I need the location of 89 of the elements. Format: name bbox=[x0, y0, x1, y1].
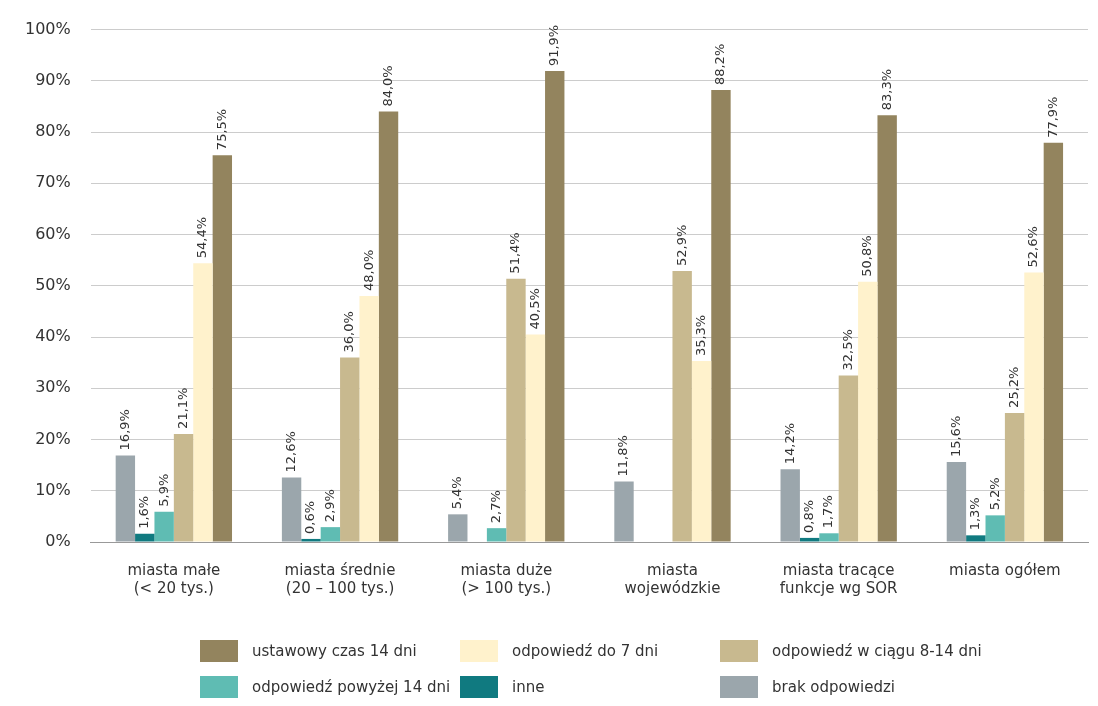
data-label: 32,5% bbox=[839, 329, 855, 371]
data-label: 75,5% bbox=[213, 108, 229, 151]
bar bbox=[173, 433, 194, 542]
data-label: 0,6% bbox=[302, 500, 318, 534]
bar bbox=[877, 115, 897, 542]
data-label: 2,7% bbox=[487, 490, 503, 524]
data-label: 5,2% bbox=[986, 477, 1002, 511]
legend-label: ustawowy czas 14 dni bbox=[252, 642, 417, 660]
bar bbox=[799, 537, 820, 542]
data-label: 77,9% bbox=[1044, 96, 1060, 138]
bar bbox=[212, 155, 233, 542]
bar bbox=[1004, 412, 1025, 542]
data-label: 5,9% bbox=[155, 473, 171, 507]
bar bbox=[711, 90, 731, 542]
data-label: 12,6% bbox=[282, 431, 298, 473]
x-tick-label: miasta duże (> 100 tys.) bbox=[460, 560, 553, 597]
y-tick-label: 100% bbox=[24, 18, 71, 38]
bar bbox=[486, 528, 507, 542]
y-tick-label: 20% bbox=[35, 428, 71, 448]
y-tick-label: 90% bbox=[35, 70, 71, 89]
bar bbox=[838, 375, 859, 542]
bar bbox=[154, 511, 174, 542]
y-tick-label: 60% bbox=[35, 223, 71, 243]
x-tick-label: miasta ogółem bbox=[949, 560, 1061, 579]
data-label: 51,4% bbox=[507, 232, 523, 274]
bar bbox=[985, 515, 1005, 542]
data-label: 40,5% bbox=[526, 288, 542, 330]
legend-label: odpowiedź w ciągu 8-14 dni bbox=[772, 642, 982, 660]
data-label: 11,8% bbox=[615, 435, 631, 477]
bar bbox=[359, 296, 379, 542]
data-label: 1,3% bbox=[967, 497, 983, 531]
bar bbox=[946, 462, 967, 542]
bar bbox=[858, 281, 878, 542]
data-label: 2,9% bbox=[321, 489, 337, 523]
data-label: 88,2% bbox=[712, 43, 728, 86]
y-tick-label: 40% bbox=[35, 326, 71, 346]
legend-label: inne bbox=[512, 678, 545, 696]
bar bbox=[966, 535, 986, 542]
data-label: 83,3% bbox=[878, 68, 894, 111]
data-label: 16,9% bbox=[116, 409, 132, 451]
bar bbox=[506, 278, 526, 542]
data-label: 91,9% bbox=[546, 24, 562, 67]
data-label: 0,8% bbox=[800, 499, 816, 533]
y-tick-label: 50% bbox=[35, 274, 71, 294]
bar bbox=[448, 514, 468, 542]
bar bbox=[378, 111, 399, 542]
bar bbox=[525, 334, 546, 542]
data-label: 48,0% bbox=[360, 249, 376, 292]
y-tick-label: 70% bbox=[35, 172, 71, 192]
y-tick-label: 10% bbox=[35, 479, 71, 499]
bar bbox=[115, 455, 136, 542]
bar bbox=[193, 263, 213, 542]
data-label: 50,8% bbox=[859, 235, 875, 277]
bar bbox=[691, 361, 712, 542]
data-label: 15,6% bbox=[947, 415, 963, 458]
bar bbox=[545, 71, 565, 542]
data-label: 5,4% bbox=[449, 476, 465, 510]
data-label: 54,4% bbox=[194, 216, 210, 259]
data-label: 84,0% bbox=[379, 65, 395, 107]
y-tick-label: 0% bbox=[45, 531, 71, 551]
data-label: 36,0% bbox=[341, 311, 357, 353]
data-label: 52,9% bbox=[673, 224, 689, 266]
bar bbox=[780, 469, 800, 542]
data-label: 25,2% bbox=[1005, 366, 1021, 408]
bar bbox=[301, 538, 321, 542]
data-label: 21,1% bbox=[174, 387, 190, 429]
data-label: 14,2% bbox=[781, 422, 797, 465]
y-tick-label: 80% bbox=[35, 121, 71, 141]
bar bbox=[1024, 272, 1044, 542]
data-label: 1,7% bbox=[820, 495, 836, 529]
bar bbox=[340, 357, 360, 542]
x-tick-label: miasta wojewódzkie bbox=[624, 560, 721, 597]
bar bbox=[281, 477, 302, 542]
bar bbox=[320, 527, 341, 542]
x-tick-label: miasta tracące funkcje wg SOR bbox=[779, 560, 898, 597]
bar bbox=[135, 533, 155, 542]
data-label: 35,3% bbox=[692, 314, 708, 357]
bar bbox=[614, 481, 634, 542]
legend-label: brak odpowiedzi bbox=[772, 678, 895, 696]
data-label: 1,6% bbox=[136, 495, 152, 529]
data-label: 52,6% bbox=[1025, 226, 1041, 268]
bar bbox=[672, 270, 692, 542]
legend-label: odpowiedź do 7 dni bbox=[512, 642, 659, 660]
legend-label: odpowiedź powyżej 14 dni bbox=[252, 678, 451, 696]
bar bbox=[819, 533, 839, 542]
bar bbox=[1043, 142, 1064, 542]
y-tick-label: 30% bbox=[35, 377, 71, 397]
x-tick-label: miasta małe (< 20 tys.) bbox=[127, 560, 221, 597]
x-tick-label: miasta średnie (20 – 100 tys.) bbox=[284, 560, 396, 597]
